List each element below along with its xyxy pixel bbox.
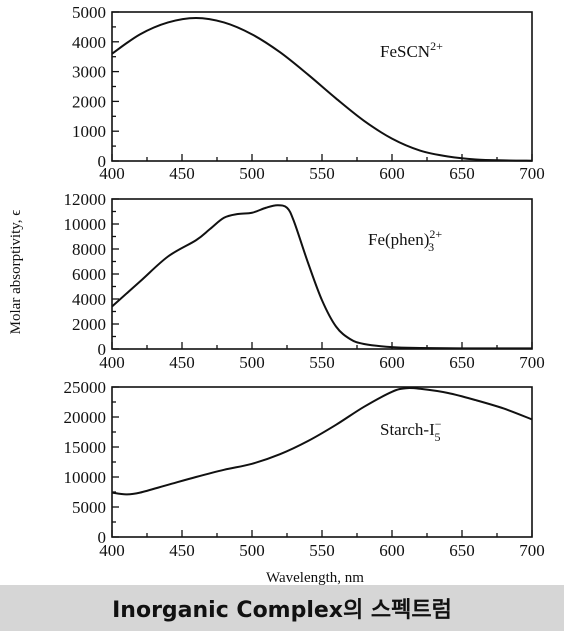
- chart-panel-3: 400 450 500 550 600 650 700 0 5000 10000 15000 2000…: [64, 378, 545, 560]
- x-tick-label: 700: [519, 353, 545, 372]
- y-axis-title: Molar absorptivity, ϵ: [8, 210, 24, 335]
- y-tick-label: 5000: [72, 3, 106, 22]
- x-tick-label: 400: [99, 164, 125, 183]
- x-tick-label: 500: [239, 541, 265, 560]
- x-tick-label: 450: [169, 541, 195, 560]
- y-tick-label: 0: [98, 528, 107, 547]
- x-tick-label: 650: [449, 353, 475, 372]
- x-tick-label: 450: [169, 353, 195, 372]
- y-tick-label: 1000: [72, 122, 106, 141]
- chart-panel-1: 400 450 500 550 600 650 700 0 1000 2000 3000 4000 50…: [72, 3, 545, 183]
- chart-panel-2: 400 450 500 550 600 650 700 0 2000 4000 6000 8000 10…: [64, 190, 545, 372]
- y-tick-label: 20000: [64, 408, 107, 427]
- y-tick-label: 8000: [72, 240, 106, 259]
- x-tick-label: 550: [309, 541, 335, 560]
- y-tick-label: 25000: [64, 378, 107, 397]
- absorption-spectra-figure: 400 450 500 550 600 650 7000100020003000400050…: [8, 3, 545, 585]
- x-tick-label: 650: [449, 164, 475, 183]
- y-tick-label: 12000: [64, 190, 107, 209]
- series-line: [111, 16, 533, 162]
- x-axis-title: Wavelength, nm: [266, 570, 364, 585]
- y-tick-label: 4000: [72, 33, 106, 52]
- plot-frame: [111, 198, 533, 350]
- y-tick-label: 3000: [72, 63, 106, 82]
- x-tick-label: 700: [519, 164, 545, 183]
- x-tick-label: 500: [239, 353, 265, 372]
- y-tick-label: 0: [98, 340, 107, 359]
- series-line: [111, 386, 533, 496]
- y-tick-label: 5000: [72, 498, 106, 517]
- x-tick-label: 550: [309, 353, 335, 372]
- series-line: [111, 204, 533, 350]
- series-label: Fe(phen)2+ 3: [368, 227, 442, 254]
- y-tick-label: 10000: [64, 468, 107, 487]
- y-tick-label: 2000: [72, 315, 106, 334]
- caption-bar: Inorganic Complex의 스펙트럼: [0, 585, 564, 631]
- x-tick-label: 600: [379, 353, 405, 372]
- x-tick-label: 500: [239, 164, 265, 183]
- y-tick-label: 6000: [72, 265, 106, 284]
- x-tick-label: 650: [449, 541, 475, 560]
- y-tick-label: 15000: [64, 438, 107, 457]
- y-tick-label: 0: [98, 152, 107, 171]
- x-tick-label: 450: [169, 164, 195, 183]
- x-tick-label: 600: [379, 541, 405, 560]
- x-tick-label: 400: [99, 353, 125, 372]
- x-tick-label: 550: [309, 164, 335, 183]
- series-label: FeSCN2+: [380, 39, 443, 61]
- series-label: Starch-I− 5: [380, 417, 442, 444]
- x-tick-label: 700: [519, 541, 545, 560]
- y-tick-label: 2000: [72, 92, 106, 111]
- plot-frame: [111, 386, 533, 538]
- x-tick-label: 600: [379, 164, 405, 183]
- y-tick-label: 10000: [64, 215, 107, 234]
- caption-text: Inorganic Complex의 스펙트럼: [112, 598, 452, 623]
- x-tick-label: 400: [99, 541, 125, 560]
- y-tick-label: 4000: [72, 290, 106, 309]
